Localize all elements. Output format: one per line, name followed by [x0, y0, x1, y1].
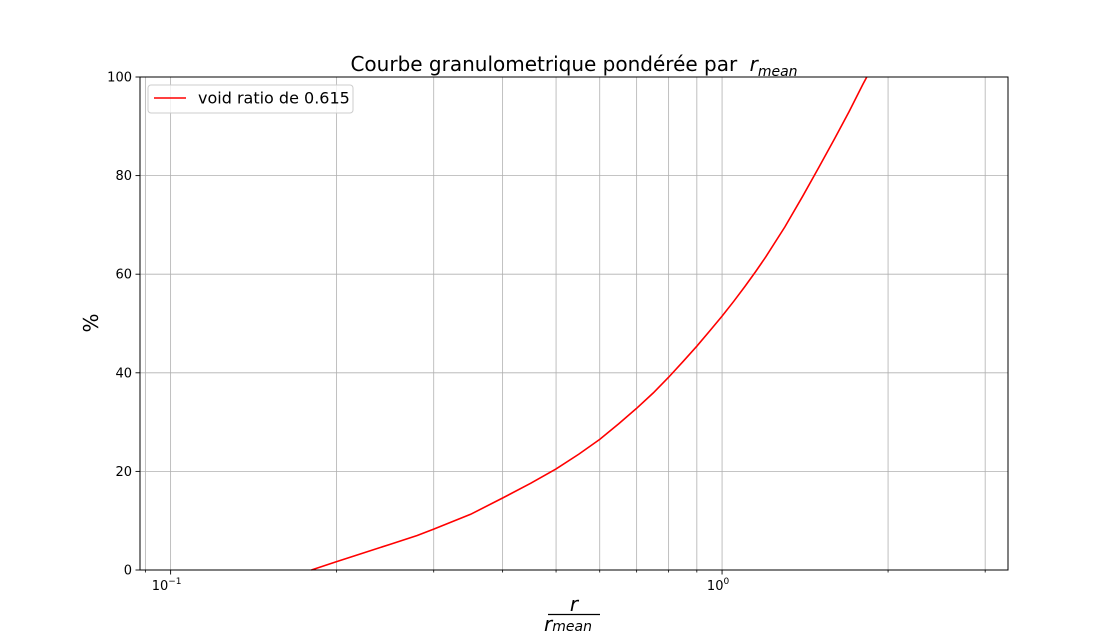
y-tick-label: 80: [115, 169, 132, 184]
y-tick-label: 20: [115, 465, 132, 480]
x-tick-label: 100: [707, 577, 730, 594]
chart-title: Courbe granulometrique pondérée par rmea…: [350, 52, 797, 80]
axes-layer: 10−1 100 0 20 40 60 80 100: [107, 71, 1009, 594]
x-tick-label: 10−1: [152, 577, 182, 594]
y-tick-label: 100: [107, 71, 132, 86]
x-axis-label-denominator-base: r: [544, 612, 554, 636]
y-tick-label: 0: [124, 564, 132, 579]
series-line: [311, 76, 868, 571]
x-axis-label-denominator-sub: mean: [552, 619, 592, 635]
chart-title-text: Courbe granulometrique pondérée par: [350, 52, 738, 76]
x-axis-label-denominator: rmean: [544, 612, 592, 636]
x-axis-label: r rmean: [544, 592, 600, 636]
x-axis-label-numerator: r: [570, 592, 580, 616]
series-layer: [311, 76, 868, 571]
y-tick-label: 60: [115, 268, 132, 283]
chart-title-math: r: [750, 52, 760, 76]
legend: void ratio de 0.615: [147, 84, 354, 114]
y-axis-label: %: [79, 313, 103, 332]
legend-label: void ratio de 0.615: [198, 89, 350, 108]
chart-title-math-sub: mean: [758, 64, 798, 80]
legend-box: [147, 84, 354, 114]
y-tick-label: 40: [115, 366, 132, 381]
plot-frame: [139, 76, 1009, 571]
